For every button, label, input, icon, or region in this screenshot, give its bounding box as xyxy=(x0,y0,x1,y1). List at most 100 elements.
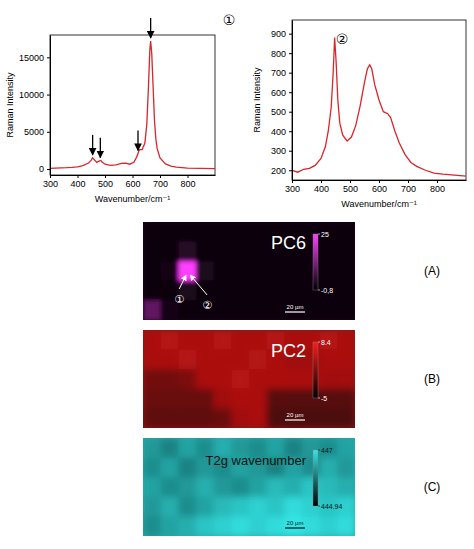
tick: 300 xyxy=(43,175,58,189)
map-cell xyxy=(337,330,355,350)
map-cell xyxy=(143,350,161,370)
map-cell xyxy=(231,242,249,262)
colorbar xyxy=(313,450,318,506)
map-cell xyxy=(320,516,338,536)
map-cell xyxy=(284,408,302,428)
map-cell xyxy=(196,408,214,428)
map-cell xyxy=(231,516,249,536)
map-ground xyxy=(143,330,355,428)
map-cell xyxy=(214,281,232,301)
map-cell xyxy=(249,281,267,301)
colorbar-label: 25 xyxy=(321,231,329,238)
map-cell xyxy=(267,261,285,281)
tick-label: 700 xyxy=(401,184,416,194)
map-cell xyxy=(284,477,302,497)
map-cell xyxy=(196,330,214,350)
map-cell xyxy=(320,222,338,242)
plot-frame xyxy=(292,20,466,180)
tick-mark xyxy=(408,180,409,183)
map-cell xyxy=(214,242,232,262)
tick: 700 xyxy=(401,180,416,194)
tick: 400 xyxy=(70,175,85,189)
tick: 200 xyxy=(271,166,292,176)
map-cell xyxy=(178,242,196,262)
scale-bar xyxy=(285,311,305,312)
map-cell xyxy=(231,350,249,370)
map-cell xyxy=(214,369,232,389)
tick-mark xyxy=(321,180,322,183)
y-axis: 200300400500600700800900 xyxy=(271,21,293,181)
map-cell xyxy=(249,369,267,389)
map-cell xyxy=(178,350,196,370)
marker-label: ① xyxy=(174,293,184,305)
panel-label: (C) xyxy=(424,480,441,494)
cells xyxy=(143,330,355,428)
tick-label: 400 xyxy=(314,184,329,194)
tick-mark xyxy=(289,112,292,113)
tick-mark xyxy=(289,73,292,74)
tick-mark xyxy=(47,169,50,170)
map-cell xyxy=(143,516,161,536)
map-cell xyxy=(320,438,338,458)
tick-mark xyxy=(289,53,292,54)
series-group xyxy=(50,41,215,169)
map-cell xyxy=(337,477,355,497)
tick-label: 5000 xyxy=(24,127,44,137)
map-cell xyxy=(178,222,196,242)
map-cell xyxy=(249,222,267,242)
map-cell xyxy=(161,242,179,262)
colorbar xyxy=(313,342,318,398)
map-cell xyxy=(161,497,179,517)
map-cell xyxy=(196,281,214,301)
tick: 600 xyxy=(372,180,387,194)
map-cell xyxy=(231,477,249,497)
x-axis: 300400500600700800 xyxy=(285,180,467,194)
tick-mark xyxy=(105,175,106,178)
map-cell xyxy=(231,300,249,320)
marker-arrow xyxy=(190,275,207,295)
map-cell xyxy=(178,330,196,350)
map-panel: 8.4-5PC220 µm(B) xyxy=(143,330,440,429)
tick-label: 300 xyxy=(43,179,58,189)
map-cell xyxy=(302,408,320,428)
map-cell xyxy=(337,369,355,389)
cells-group xyxy=(143,330,355,428)
tick: 400 xyxy=(314,180,329,194)
tick: 800 xyxy=(430,180,445,194)
tick-mark xyxy=(78,175,79,178)
map-cell xyxy=(231,261,249,281)
colorbar-label: 8.4 xyxy=(321,339,331,346)
map-cell xyxy=(161,516,179,536)
panel-label: (B) xyxy=(424,372,440,386)
tick-label: 200 xyxy=(271,166,286,176)
map-cell xyxy=(214,261,232,281)
tick-label: 0 xyxy=(39,164,44,174)
map-cell xyxy=(337,261,355,281)
map-cell xyxy=(178,497,196,517)
tick-label: 900 xyxy=(271,29,286,39)
map-cell xyxy=(178,369,196,389)
panel-label: (A) xyxy=(424,264,440,278)
tick-mark xyxy=(188,175,189,178)
map-cell xyxy=(196,350,214,370)
series-group xyxy=(292,38,466,177)
map-cell xyxy=(249,330,267,350)
line-chart: 300400500600700800050001000015000Wavenum… xyxy=(5,12,235,204)
tick: 15000 xyxy=(19,53,50,63)
map-cell xyxy=(178,516,196,536)
map-cell xyxy=(337,516,355,536)
map-cell xyxy=(143,389,161,409)
map-cell xyxy=(143,281,161,301)
colorbar-label: -5 xyxy=(321,395,327,402)
panel-marker: ① xyxy=(223,12,236,28)
tick: 600 xyxy=(271,88,292,98)
tick: 700 xyxy=(153,175,168,189)
map-cell xyxy=(267,516,285,536)
map-cell xyxy=(143,330,161,350)
map-cell xyxy=(178,458,196,478)
map-cell xyxy=(214,497,232,517)
map-cell xyxy=(284,300,302,320)
map-cell xyxy=(143,300,161,320)
map-cell xyxy=(320,300,338,320)
colorbar-tick xyxy=(318,234,320,235)
